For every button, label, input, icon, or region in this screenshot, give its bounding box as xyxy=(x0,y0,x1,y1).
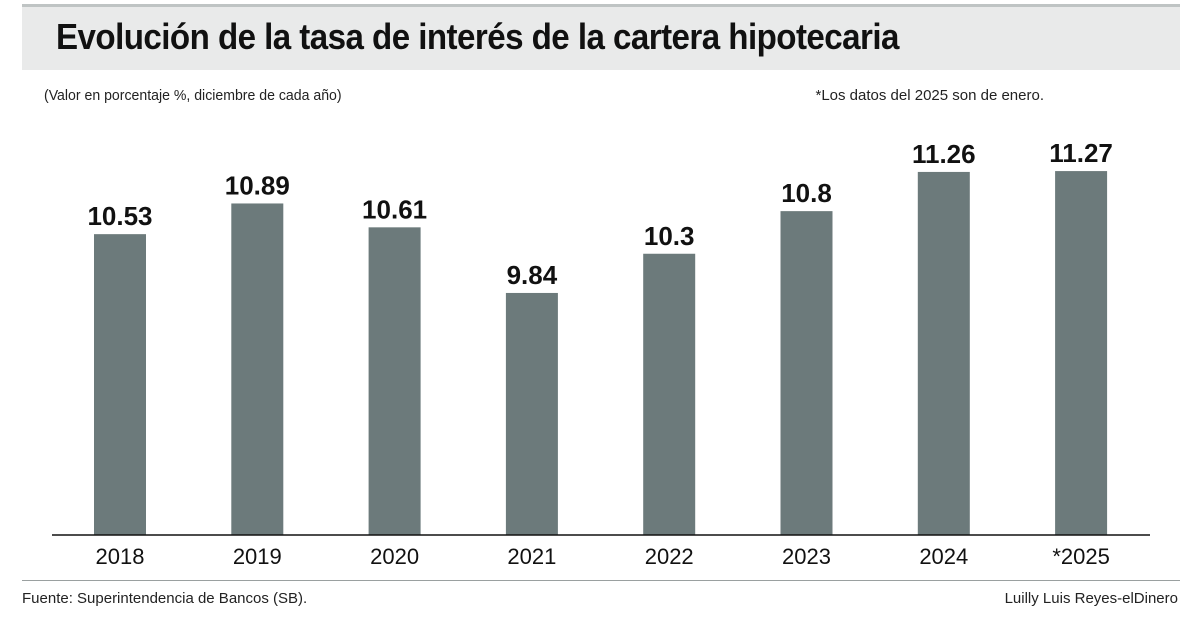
bars-group xyxy=(94,171,1108,536)
source-text: Fuente: Superintendencia de Bancos (SB). xyxy=(22,590,308,607)
chart-note: *Los datos del 2025 son de enero. xyxy=(815,87,1044,104)
bar-2024 xyxy=(917,171,970,535)
value-label-2023: 10.8 xyxy=(781,178,832,208)
x-tick-labels-group: 2018 2019 2020 2021 2022 2023 2024 *2025 xyxy=(96,544,1110,569)
bar-2020 xyxy=(368,227,421,536)
x-tick-2020: 2020 xyxy=(370,544,419,569)
credit-text: Luilly Luis Reyes-elDinero xyxy=(1004,590,1178,607)
x-tick-2025: *2025 xyxy=(1052,544,1110,569)
bar-2019 xyxy=(231,203,284,535)
value-label-2020: 10.61 xyxy=(362,194,427,224)
title-band: Evolución de la tasa de interés de la ca… xyxy=(22,4,1180,70)
title-top-rule xyxy=(22,4,1180,7)
bar-2025 xyxy=(1055,171,1108,536)
bar-2022 xyxy=(643,253,696,535)
x-tick-2019: 2019 xyxy=(233,544,282,569)
chart-subtitle: (Valor en porcentaje %, diciembre de cad… xyxy=(44,87,342,104)
x-tick-2021: 2021 xyxy=(507,544,556,569)
value-label-2021: 9.84 xyxy=(507,260,558,290)
value-label-2018: 10.53 xyxy=(87,201,152,231)
x-tick-2023: 2023 xyxy=(782,544,831,569)
x-tick-2024: 2024 xyxy=(919,544,968,569)
bar-2018 xyxy=(94,234,146,536)
value-label-2022: 10.3 xyxy=(644,221,695,251)
value-label-2024: 11.26 xyxy=(912,139,976,169)
value-label-2025: 11.27 xyxy=(1049,138,1113,168)
value-label-2019: 10.89 xyxy=(225,170,290,200)
x-tick-2018: 2018 xyxy=(96,544,145,569)
bar-2021 xyxy=(505,292,558,535)
bar-2023 xyxy=(780,211,833,536)
footer-rule xyxy=(22,580,1180,581)
chart-title: Evolución de la tasa de interés de la ca… xyxy=(56,16,899,57)
value-labels-group: 10.53 10.89 10.61 9.84 10.3 10.8 11.26 11.27 xyxy=(87,138,1112,290)
x-tick-2022: 2022 xyxy=(645,544,694,569)
